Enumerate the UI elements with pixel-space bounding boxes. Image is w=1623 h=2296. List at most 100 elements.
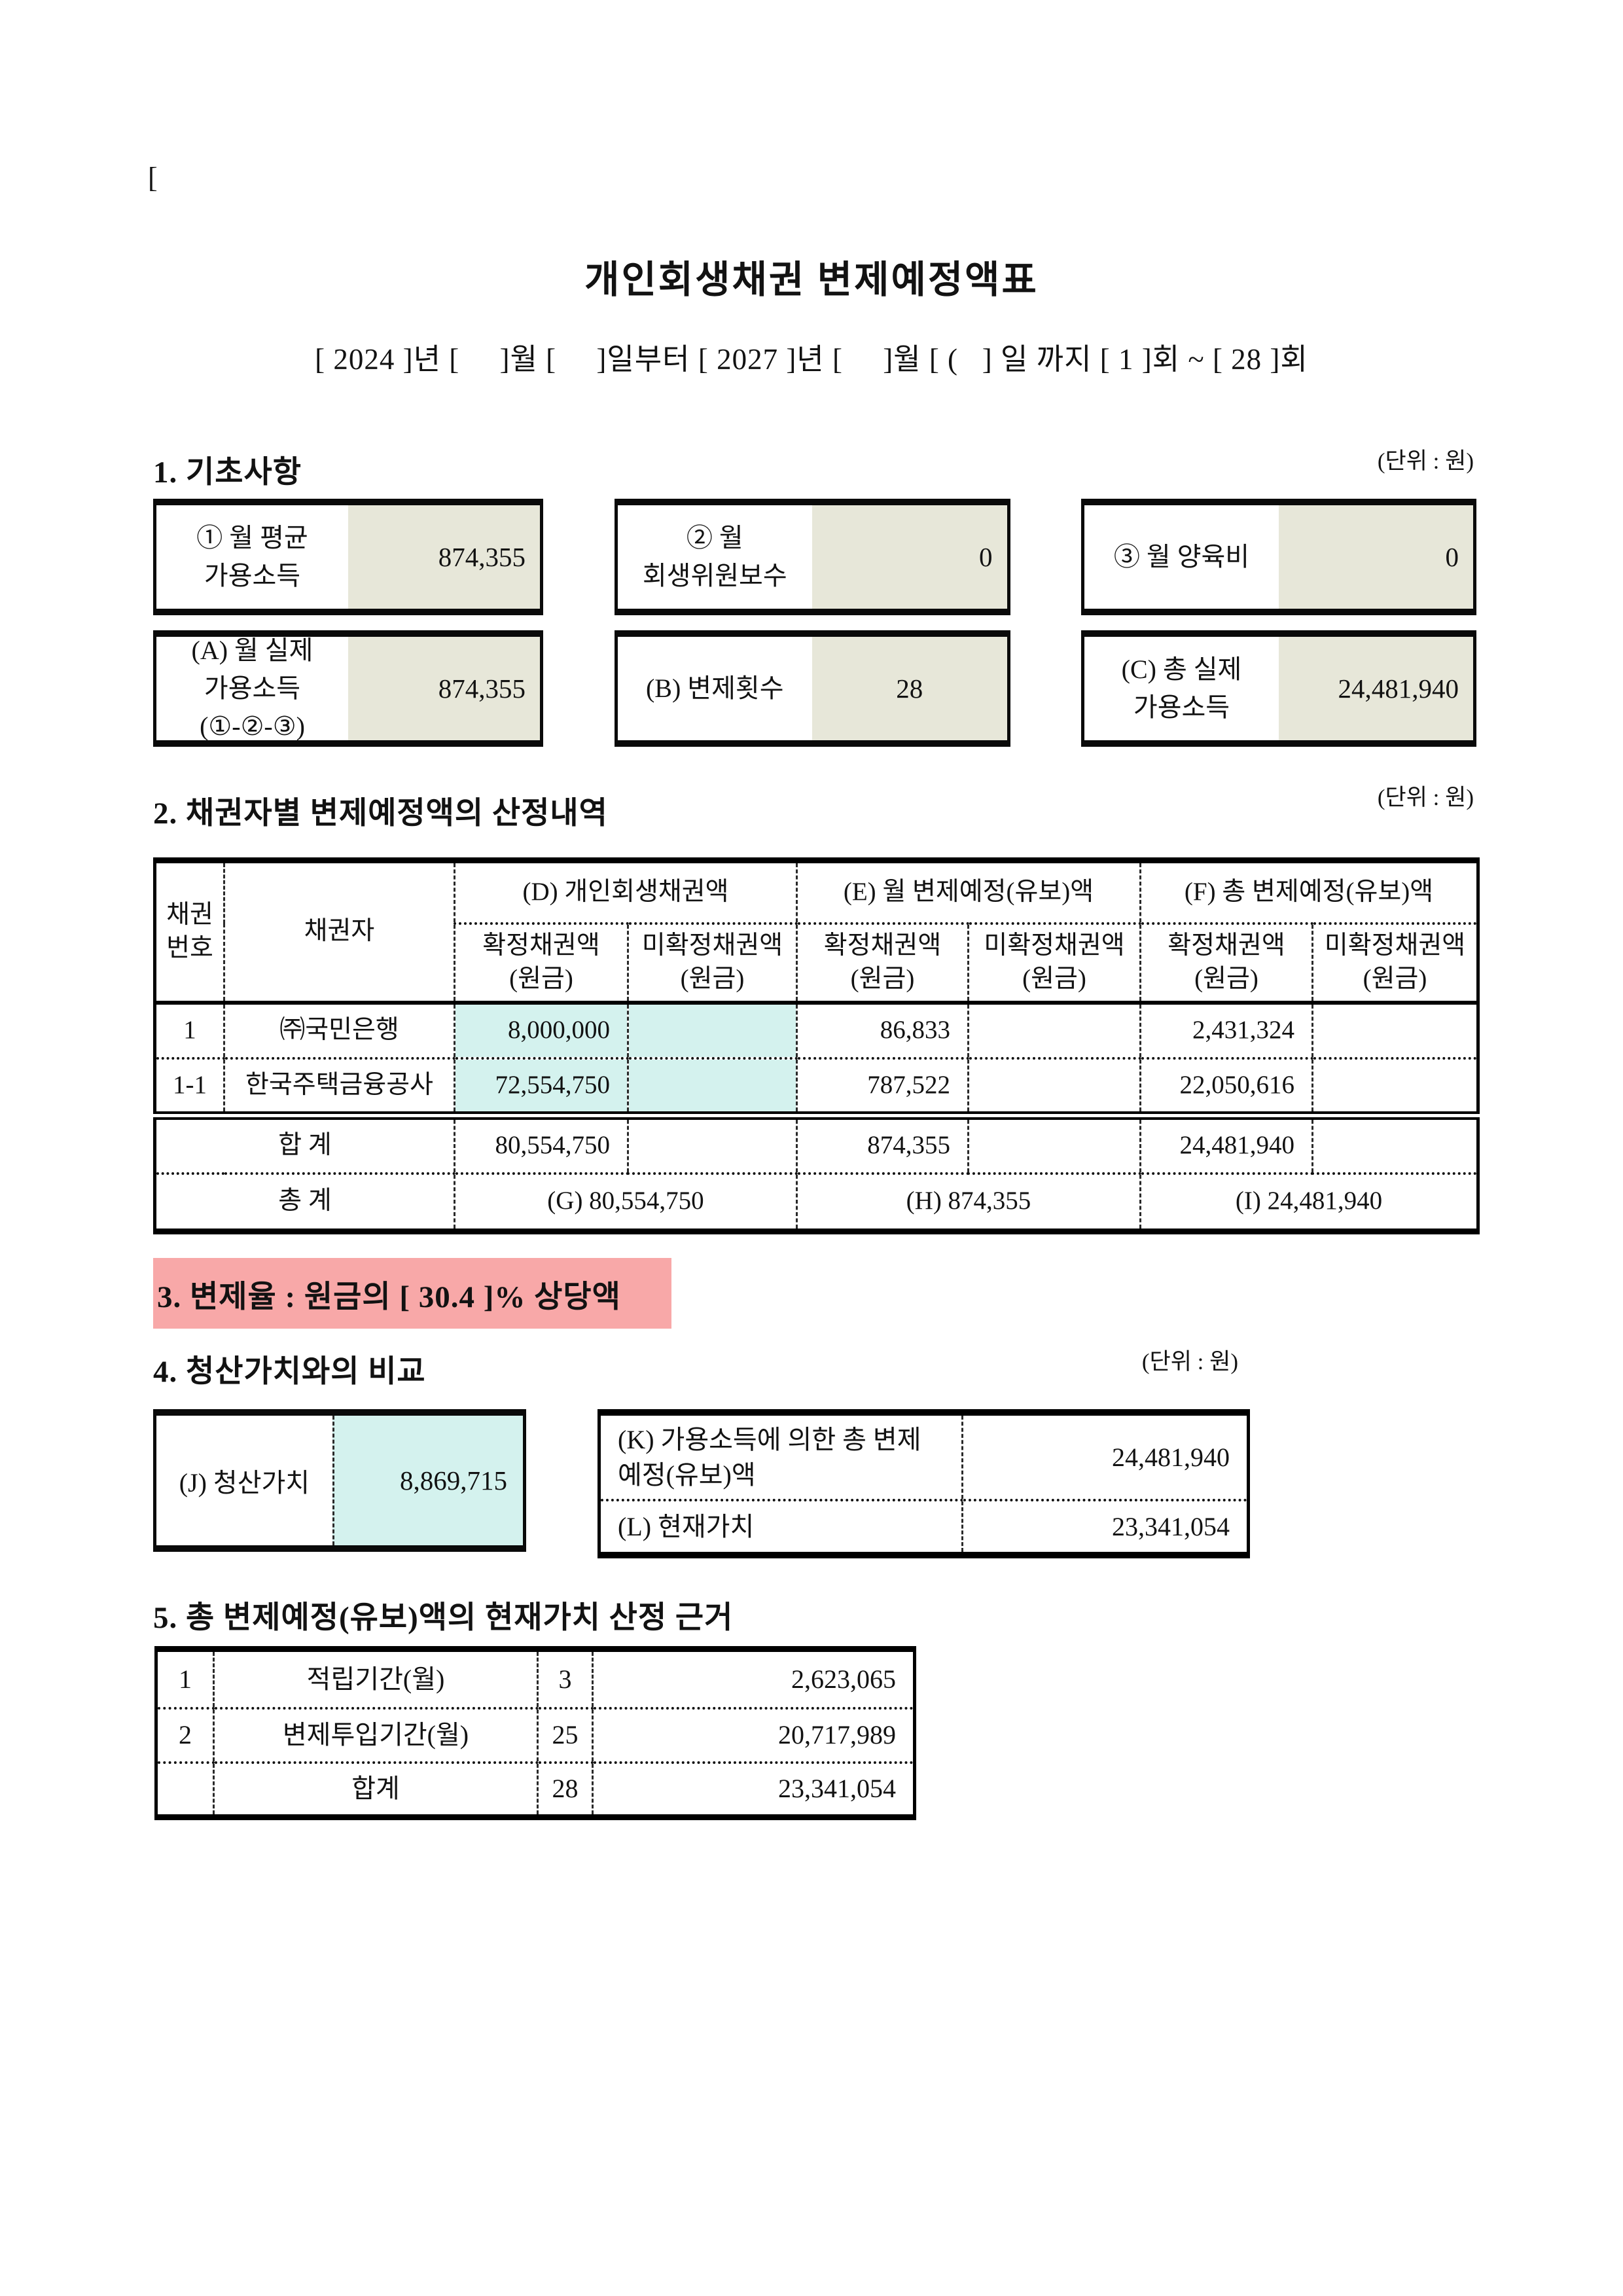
row-amount: 23,341,054 [592, 1761, 915, 1818]
l-value: 23,341,054 [961, 1499, 1249, 1555]
box-value: 24,481,940 [1279, 637, 1473, 740]
stray-bracket: [ [148, 162, 158, 194]
grand-total-f: (I) 24,481,940 [1139, 1172, 1478, 1232]
d-unfixed-amount [627, 1056, 797, 1116]
e-fixed-amount: 86,833 [796, 1000, 969, 1058]
row-months: 28 [537, 1761, 593, 1818]
row-label: 합계 [213, 1761, 538, 1818]
creditor-repayment-table: 채권 번호 채권자 (D) 개인회생채권액 (E) 월 변제예정(유보)액 (F… [153, 857, 1480, 1234]
d-unfixed-amount [627, 1000, 797, 1058]
j-label: (J) 청산가치 [179, 1468, 310, 1498]
k-row: (K) 가용소득에 의한 총 변제 예정(유보)액 24,481,940 [599, 1412, 1249, 1500]
box-trustee-fee: ② 월 회생위원보수 0 [614, 499, 1010, 615]
e-unfixed-amount [967, 1056, 1141, 1116]
box-label: ③ 월 양육비 [1113, 542, 1250, 571]
f-unfixed-amount [1311, 1056, 1478, 1116]
box-value: 0 [1279, 505, 1473, 609]
grand-total-label: 총 계 [154, 1172, 455, 1232]
subtotal-d-unfixed [627, 1111, 797, 1174]
claim-no: 1 [154, 1000, 224, 1058]
subheader-unfixed: 미확정채권액 (원금) [967, 922, 1141, 1003]
f-fixed-amount: 2,431,324 [1139, 1000, 1313, 1058]
l-label: (L) 현재가치 [599, 1499, 963, 1555]
d-fixed-amount: 8,000,000 [454, 1000, 628, 1058]
grand-total-e: (H) 874,355 [796, 1172, 1141, 1232]
unit-label: (단위 : 원) [1141, 1349, 1238, 1374]
subtotal-e-unfixed [967, 1111, 1141, 1174]
box-label: ② 월 회생위원보수 [642, 523, 787, 590]
row-amount: 2,623,065 [592, 1649, 915, 1708]
unit-label: (단위 : 원) [1377, 785, 1474, 810]
subheader-fixed: 확정채권액 (원금) [796, 922, 969, 1003]
table-row: 1-1 한국주택금융공사 72,554,750 787,522 22,050,6… [154, 1056, 1478, 1116]
subtotal-row: 합 계 80,554,750 874,355 24,481,940 [154, 1111, 1478, 1174]
table-row: 1 ㈜국민은행 8,000,000 86,833 2,431,324 [154, 1000, 1478, 1058]
section1-heading: 1. 기초사항 [153, 456, 302, 490]
row-months: 25 [537, 1706, 593, 1763]
box-label: (C) 총 실제 가용소득 [1121, 655, 1242, 722]
col-header-creditor: 채권자 [223, 860, 455, 1003]
k-value: 24,481,940 [961, 1412, 1249, 1500]
present-value-basis-table: 1 적립기간(월) 3 2,623,065 2 변제투입기간(월) 25 20,… [154, 1646, 916, 1820]
creditor-name: ㈜국민은행 [223, 1000, 455, 1058]
f-fixed-amount: 22,050,616 [1139, 1056, 1313, 1116]
box-value: 0 [812, 505, 1007, 609]
repayment-rate-highlight: 3. 변제율 : 원금의 [ 30.4 ]% 상당액 [153, 1258, 671, 1329]
row-label: 적립기간(월) [213, 1649, 538, 1708]
group-header-f: (F) 총 변제예정(유보)액 [1139, 860, 1478, 924]
table-row: 2 변제투입기간(월) 25 20,717,989 [156, 1706, 915, 1763]
box-child-support: ③ 월 양육비 0 [1081, 499, 1476, 615]
box-repayment-count: (B) 변제횟수 28 [614, 630, 1010, 747]
box-label: (B) 변제횟수 [645, 673, 784, 703]
e-unfixed-amount [967, 1000, 1141, 1058]
table-group-header-row: 채권 번호 채권자 (D) 개인회생채권액 (E) 월 변제예정(유보)액 (F… [155, 860, 1478, 1003]
section3-heading: 3. 변제율 : 원금의 [ 30.4 ]% 상당액 [157, 1280, 621, 1314]
subheader-fixed: 확정채권액 (원금) [454, 922, 628, 1003]
page-title: 개인회생채권 변제예정액표 [584, 259, 1039, 301]
row-amount: 20,717,989 [592, 1706, 915, 1763]
col-header-claim-no: 채권 번호 [166, 901, 213, 962]
box-label: (A) 월 실제 가용소득 (①-②-③) [191, 636, 313, 741]
basic-info-row1: ① 월 평균 가용소득 874,355 ② 월 회생위원보수 0 ③ 월 양육비… [153, 499, 1476, 615]
row-no [156, 1761, 214, 1818]
box-total-actual-income: (C) 총 실제 가용소득 24,481,940 [1081, 630, 1476, 747]
section4-heading: 4. 청산가치와의 비교 [153, 1355, 426, 1389]
box-label: ① 월 평균 가용소득 [196, 523, 308, 590]
k-label: (K) 가용소득에 의한 총 변제 예정(유보)액 [618, 1424, 921, 1490]
liquidation-value-box: (J) 청산가치 8,869,715 [153, 1409, 526, 1552]
table-row: 1 적립기간(월) 3 2,623,065 [156, 1649, 915, 1708]
claim-no: 1-1 [154, 1056, 224, 1116]
table-sub-header-row: 확정채권액 (원금) 미확정채권액 (원금) 확정채권액 (원금) 미확정채권액… [155, 922, 1478, 1003]
subheader-unfixed: 미확정채권액 (원금) [627, 922, 797, 1003]
box-value: 874,355 [348, 505, 540, 609]
box-value: 874,355 [348, 637, 540, 740]
row-no: 2 [156, 1706, 214, 1763]
subtotal-d-fixed: 80,554,750 [454, 1111, 628, 1174]
total-row: 합계 28 23,341,054 [156, 1761, 915, 1818]
unit-label: (단위 : 원) [1377, 448, 1474, 474]
l-row: (L) 현재가치 23,341,054 [599, 1499, 1249, 1555]
section2-heading: 2. 채권자별 변제예정액의 산정내역 [153, 797, 608, 831]
subheader-unfixed: 미확정채권액 (원금) [1311, 922, 1478, 1003]
box-monthly-avg-income: ① 월 평균 가용소득 874,355 [153, 499, 543, 615]
repayment-period-line: [ 2024 ]년 [ ]월 [ ]일부터 [ 2027 ]년 [ ]월 [ (… [315, 343, 1308, 376]
box-actual-monthly-income: (A) 월 실제 가용소득 (①-②-③) 874,355 [153, 630, 543, 747]
subtotal-e-fixed: 874,355 [796, 1111, 969, 1174]
subtotal-f-fixed: 24,481,940 [1139, 1111, 1313, 1174]
grand-total-d: (G) 80,554,750 [454, 1172, 797, 1232]
section5-heading: 5. 총 변제예정(유보)액의 현재가치 산정 근거 [153, 1601, 734, 1635]
row-no: 1 [179, 1664, 192, 1694]
d-fixed-amount: 72,554,750 [454, 1056, 628, 1116]
subheader-fixed: 확정채권액 (원금) [1139, 922, 1313, 1003]
row-months: 3 [537, 1649, 593, 1708]
basic-info-row2: (A) 월 실제 가용소득 (①-②-③) 874,355 (B) 변제횟수 2… [153, 630, 1476, 747]
grand-total-row: 총 계 (G) 80,554,750 (H) 874,355 (I) 24,48… [154, 1172, 1478, 1232]
row-label: 변제투입기간(월) [213, 1706, 538, 1763]
subtotal-f-unfixed [1311, 1111, 1478, 1174]
subtotal-label: 합 계 [154, 1111, 455, 1174]
box-value: 28 [812, 637, 1007, 740]
j-value: 8,869,715 [332, 1416, 523, 1545]
e-fixed-amount: 787,522 [796, 1056, 969, 1116]
group-header-e: (E) 월 변제예정(유보)액 [796, 860, 1141, 924]
creditor-name: 한국주택금융공사 [223, 1056, 455, 1116]
